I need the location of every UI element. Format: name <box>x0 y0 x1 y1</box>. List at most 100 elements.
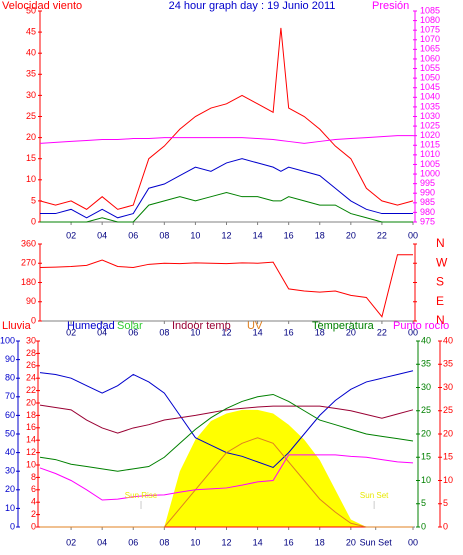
tick-label: 1080 <box>420 15 440 25</box>
tick-label: 1055 <box>420 63 440 73</box>
tick-label: 1025 <box>420 120 440 130</box>
tick-label: 14 <box>26 435 36 445</box>
tick-label: N <box>436 236 445 250</box>
x-tick-label: 06 <box>128 537 138 547</box>
tick-label: 1010 <box>420 149 440 159</box>
tick-label: 40 <box>421 335 431 345</box>
tick-label: 0 <box>31 216 36 226</box>
x-tick-label: 00 <box>408 327 418 337</box>
series-line <box>39 393 414 472</box>
tick-label: 1030 <box>420 111 440 121</box>
tick-label: 40 <box>5 447 15 457</box>
tick-label: 10 <box>26 174 36 184</box>
tick-label: 6 <box>31 484 36 494</box>
tick-label: 10 <box>443 475 453 485</box>
tick-label: 2 <box>31 509 36 519</box>
tick-label: 18 <box>26 410 36 420</box>
tick-label: S <box>436 275 444 289</box>
tick-label: 1085 <box>420 5 440 15</box>
tick-label: 0 <box>421 521 426 531</box>
tick-label: 5 <box>31 195 36 205</box>
series-label: Humedad <box>67 320 115 332</box>
tick-label: 22 <box>26 385 36 395</box>
tick-label: 1035 <box>420 101 440 111</box>
tick-label: 16 <box>26 422 36 432</box>
x-tick-label: 22 <box>377 230 387 240</box>
tick-label: 30 <box>443 382 453 392</box>
tick-label: 990 <box>420 188 435 198</box>
x-tick-label: 22 <box>377 327 387 337</box>
series-line <box>39 254 413 318</box>
x-tick-label: 08 <box>159 537 169 547</box>
tick-label: 15 <box>26 153 36 163</box>
x-tick-label: 16 <box>284 327 294 337</box>
tick-label: 90 <box>5 354 15 364</box>
tick-label: 0 <box>443 521 448 531</box>
tick-label: 15 <box>421 452 431 462</box>
series-line <box>40 437 413 528</box>
x-tick-label: 12 <box>221 230 231 240</box>
tick-label: 1075 <box>420 25 440 35</box>
series-label: Solar <box>117 320 143 332</box>
y2-axis-title: Presión <box>372 0 409 12</box>
tick-label: 975 <box>420 216 435 226</box>
x-tick-label: 10 <box>190 327 200 337</box>
tick-label: 10 <box>26 459 36 469</box>
tick-label: 50 <box>5 428 15 438</box>
tick-label: 1000 <box>420 168 440 178</box>
x-tick-label: 06 <box>128 327 138 337</box>
x-tick-label: 10 <box>190 537 200 547</box>
annotation: Sun Rise <box>125 491 158 500</box>
annotation: Sun Set <box>360 491 389 500</box>
tick-label: 1065 <box>420 44 440 54</box>
x-tick-label: 20 <box>346 230 356 240</box>
tick-label: 0 <box>31 521 36 531</box>
tick-label: 20 <box>421 428 431 438</box>
x-tick-label: 12 <box>221 537 231 547</box>
tick-label: 50 <box>26 5 36 15</box>
tick-label: 40 <box>443 335 453 345</box>
x-tick-label: 12 <box>221 327 231 337</box>
tick-label: 1040 <box>420 92 440 102</box>
tick-label: 1005 <box>420 159 440 169</box>
tick-label: 20 <box>443 428 453 438</box>
tick-label: 4 <box>31 497 36 507</box>
tick-label: 270 <box>21 258 36 268</box>
x-tick-label: Sun Set <box>360 537 393 547</box>
x-tick-label: 08 <box>159 327 169 337</box>
x-tick-label: 14 <box>253 537 263 547</box>
x-tick-label: 16 <box>284 537 294 547</box>
tick-label: 24 <box>26 373 36 383</box>
tick-label: 15 <box>443 452 453 462</box>
tick-label: 10 <box>5 503 15 513</box>
tick-label: 80 <box>5 373 15 383</box>
tick-label: 40 <box>26 48 36 58</box>
tick-label: 60 <box>5 410 15 420</box>
x-tick-label: 18 <box>315 537 325 547</box>
x-tick-label: 18 <box>315 230 325 240</box>
tick-label: 30 <box>26 90 36 100</box>
x-tick-label: 00 <box>408 537 418 547</box>
tick-label: 0 <box>10 521 15 531</box>
tick-label: 30 <box>421 382 431 392</box>
tick-label: 70 <box>5 391 15 401</box>
x-tick-label: 08 <box>159 230 169 240</box>
tick-label: 10 <box>421 475 431 485</box>
series-line <box>39 27 414 210</box>
tick-label: 25 <box>421 405 431 415</box>
tick-label: 20 <box>26 132 36 142</box>
tick-label: 995 <box>420 178 435 188</box>
series-label: UV <box>247 320 263 332</box>
tick-label: E <box>436 294 444 308</box>
tick-label: 1070 <box>420 34 440 44</box>
series-label: Lluvia <box>2 320 32 332</box>
tick-label: 20 <box>5 484 15 494</box>
tick-label: 35 <box>443 359 453 369</box>
x-tick-label: 04 <box>97 230 107 240</box>
tick-label: 12 <box>26 447 36 457</box>
tick-label: 30 <box>26 335 36 345</box>
series-label: Punto rocío <box>393 320 449 332</box>
tick-label: 35 <box>26 69 36 79</box>
x-tick-label: 18 <box>315 327 325 337</box>
